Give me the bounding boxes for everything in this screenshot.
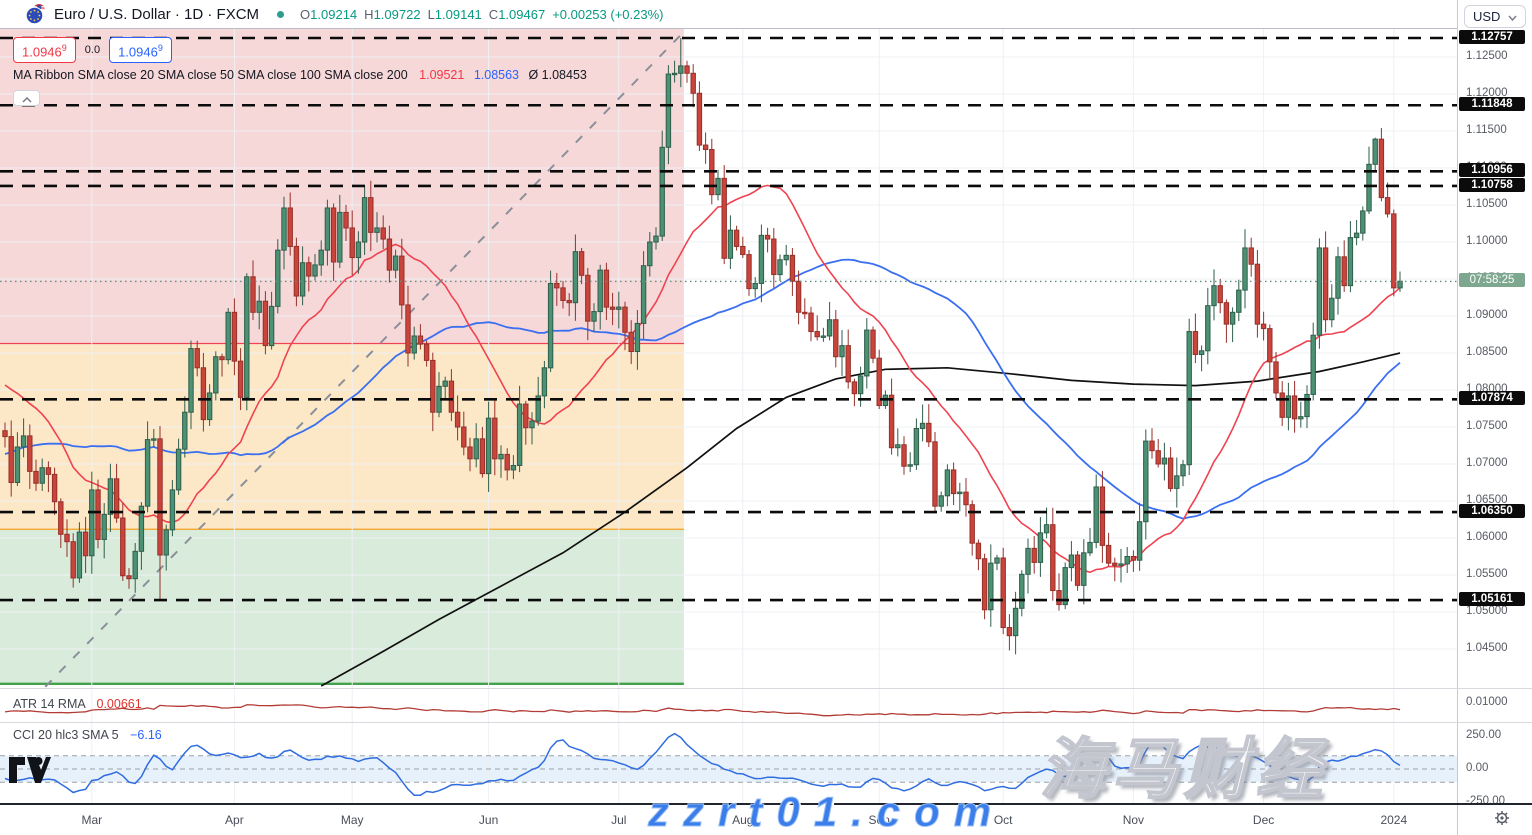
cci-value: −6.16 (130, 728, 162, 742)
atr-label: ATR 14 RMA (13, 697, 86, 711)
price-tick-label: 1.06000 (1466, 531, 1508, 543)
price-tick-label: 1.10500 (1466, 198, 1508, 210)
time-axis[interactable]: Mar Apr May Jun Jul Aug Sep Oct Nov Dec 2024 (0, 805, 1457, 835)
buy-price-button[interactable]: 1.09469 (109, 37, 172, 64)
chevron-down-icon (1508, 9, 1517, 24)
ma-ribbon-legend[interactable]: MA Ribbon SMA close 20 SMA close 50 SMA … (13, 68, 587, 82)
cci-series-line (4, 732, 1401, 797)
time-tick-label: 2024 (1380, 813, 1408, 827)
time-tick-label: May (340, 813, 364, 827)
symbol-title[interactable]: Euro / U.S. Dollar · 1D · FXCM (54, 5, 260, 23)
cci-tick-label: -250.00 (1466, 795, 1506, 807)
time-tick-label: Nov (1122, 813, 1145, 827)
time-tick-label: Jun (478, 813, 499, 827)
pane-separator[interactable] (0, 722, 1532, 723)
ohlc-values: O1.09214 H1.09722 L1.09141 C1.09467 +0.00253… (300, 6, 664, 22)
price-level-label: 1.11848 (1459, 97, 1525, 112)
time-tick-label: Dec (1252, 813, 1275, 827)
atr-value: 0.00661 (96, 697, 142, 711)
time-tick-label: Apr (225, 813, 244, 827)
ma-fast-value: 1.09521 (419, 68, 465, 82)
currency-label: USD (1473, 9, 1501, 24)
order-price-boxes: 1.09469 0.0 1.09469 (13, 37, 172, 64)
price-tick-label: 1.04500 (1466, 642, 1508, 654)
gear-icon[interactable] (1494, 810, 1510, 831)
time-tick-label: Sep (868, 813, 890, 827)
ma-ribbon-label: MA Ribbon SMA close 20 SMA close 50 SMA … (13, 68, 408, 82)
price-tick-label: 1.07000 (1466, 457, 1508, 469)
sr-zone[interactable] (0, 344, 684, 530)
price-tick-label: 1.09000 (1466, 309, 1508, 321)
atr-tick-label: 0.01000 (1466, 696, 1508, 708)
price-tick-label: 1.12000 (1466, 87, 1508, 99)
price-tick-label: 1.11500 (1466, 124, 1507, 136)
price-tick-label: 1.05000 (1466, 605, 1508, 617)
time-axis-border (0, 803, 1532, 805)
price-level-label: 1.12757 (1459, 29, 1525, 44)
cci-pane[interactable] (0, 723, 1457, 803)
currency-selector[interactable]: USD (1464, 5, 1526, 28)
cci-label: CCI 20 hlc3 SMA 5 (13, 728, 119, 742)
price-tick-label: 1.05500 (1466, 568, 1508, 580)
trendline-annotation[interactable] (44, 30, 686, 688)
price-level-label: 1.07874 (1459, 391, 1525, 406)
chart-toolbar: Euro / U.S. Dollar · 1D · FXCM O1.09214 H… (0, 0, 1457, 29)
cci-tick-label: 0.00 (1466, 762, 1489, 774)
cci-legend[interactable]: CCI 20 hlc3 SMA 5 −6.16 (13, 728, 162, 742)
tradingview-logo[interactable] (8, 756, 52, 789)
cci-band (0, 755, 1457, 783)
main-price-pane[interactable] (0, 28, 1457, 688)
price-tick-label: 1.12500 (1466, 50, 1508, 62)
legend-collapse-button[interactable] (13, 90, 40, 106)
eurusd-pair-icon (25, 4, 46, 25)
ma-mid-value: 1.08563 (473, 68, 519, 82)
sr-zone[interactable] (0, 529, 684, 684)
chevron-up-icon (21, 91, 32, 106)
cci-tick-label: 250.00 (1466, 729, 1502, 741)
countdown-label: 07:58:25 (1459, 273, 1525, 288)
atr-series-line (4, 704, 1401, 717)
price-tick-label: 1.10000 (1466, 235, 1508, 247)
price-level-label: 1.10758 (1459, 177, 1525, 192)
price-tick-label: 1.06500 (1466, 494, 1508, 506)
sell-price-button[interactable]: 1.09469 (13, 37, 76, 64)
market-status-icon (277, 10, 285, 18)
pane-separator[interactable] (0, 688, 1532, 689)
price-level-label: 1.06350 (1459, 504, 1525, 519)
time-tick-label: Jul (611, 813, 627, 827)
time-tick-label: Oct (993, 813, 1013, 827)
price-tick-label: 1.08500 (1466, 346, 1508, 358)
sma-20-line (4, 184, 1401, 574)
atr-pane[interactable] (0, 689, 1457, 722)
time-tick-label: Aug (732, 813, 754, 827)
price-tick-label: 1.07500 (1466, 420, 1508, 432)
atr-legend[interactable]: ATR 14 RMA 0.00661 (13, 697, 142, 711)
ma-avg-value: Ø 1.08453 (528, 68, 587, 82)
price-level-label: 1.05161 (1459, 592, 1525, 607)
price-axis[interactable]: USD 1.04500 1.05000 1.05500 1.06000 1.06500 1… (1457, 0, 1532, 835)
time-tick-label: Mar (81, 813, 103, 827)
price-level-label: 1.10956 (1459, 163, 1525, 178)
spread-value: 0.0 (84, 44, 101, 57)
